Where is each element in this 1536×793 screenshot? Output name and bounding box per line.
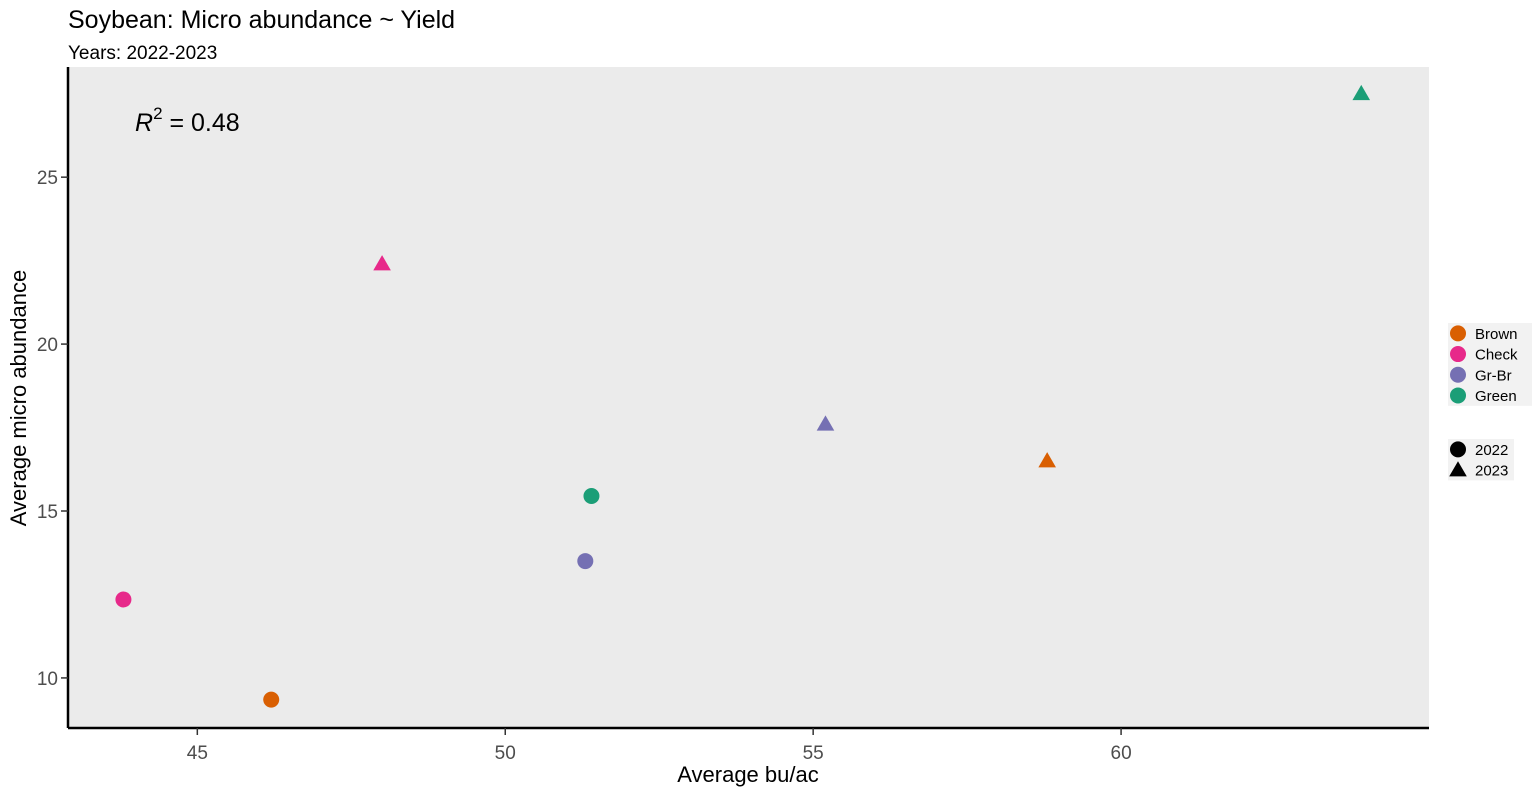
legend-key-gr-br <box>1450 366 1466 383</box>
data-point-gr-br-2022 <box>577 553 594 570</box>
y-tick-label: 10 <box>37 669 58 690</box>
x-axis-title: Average bu/ac <box>677 762 818 787</box>
plot-panel <box>68 67 1429 728</box>
y-tick-label: 20 <box>37 335 58 356</box>
data-point-green-2022 <box>583 487 600 504</box>
x-tick-label: 55 <box>803 743 824 764</box>
r-squared-annotation: R2 = 0.48 <box>135 104 240 137</box>
data-points <box>115 84 1371 708</box>
x-axis: 45 50 55 60 <box>68 726 1429 764</box>
y-tick-label: 15 <box>37 502 58 523</box>
legend-label-check: Check <box>1475 347 1518 364</box>
data-point-brown-2023 <box>1038 452 1056 468</box>
legend-key-green <box>1450 387 1466 404</box>
chart-subtitle: Years: 2022-2023 <box>68 43 217 64</box>
legend-key-2023 <box>1449 461 1467 477</box>
y-axis: 10 15 20 25 <box>37 67 70 728</box>
legend-key-check <box>1450 346 1466 363</box>
legend-key-2022 <box>1450 441 1466 458</box>
data-point-check-2022 <box>115 591 132 608</box>
x-tick-label: 60 <box>1111 743 1132 764</box>
r-squared-symbol: R <box>135 109 153 137</box>
chart-title: Soybean: Micro abundance ~ Yield <box>68 6 455 34</box>
legend-label-gr-br: Gr-Br <box>1475 367 1512 384</box>
data-point-green-2023 <box>1352 84 1371 101</box>
data-point-check-2023 <box>373 255 391 271</box>
r-squared-superscript: 2 <box>153 104 162 123</box>
legend-key-brown <box>1450 325 1466 342</box>
x-tick-label: 50 <box>495 743 516 764</box>
legend-label-2023: 2023 <box>1475 463 1508 480</box>
data-point-brown-2022 <box>263 691 280 708</box>
r-squared-value: = 0.48 <box>163 109 240 137</box>
x-tick-label: 45 <box>187 743 208 764</box>
legend-label-brown: Brown <box>1475 326 1518 343</box>
legend: Brown Check Gr-Br Green 2022 2023 <box>1448 323 1532 481</box>
legend-label-green: Green <box>1475 388 1517 405</box>
y-tick-label: 25 <box>37 168 58 189</box>
y-axis-title: Average micro abundance <box>6 270 31 526</box>
legend-label-2022: 2022 <box>1475 442 1508 459</box>
data-point-gr-br-2023 <box>816 415 835 431</box>
